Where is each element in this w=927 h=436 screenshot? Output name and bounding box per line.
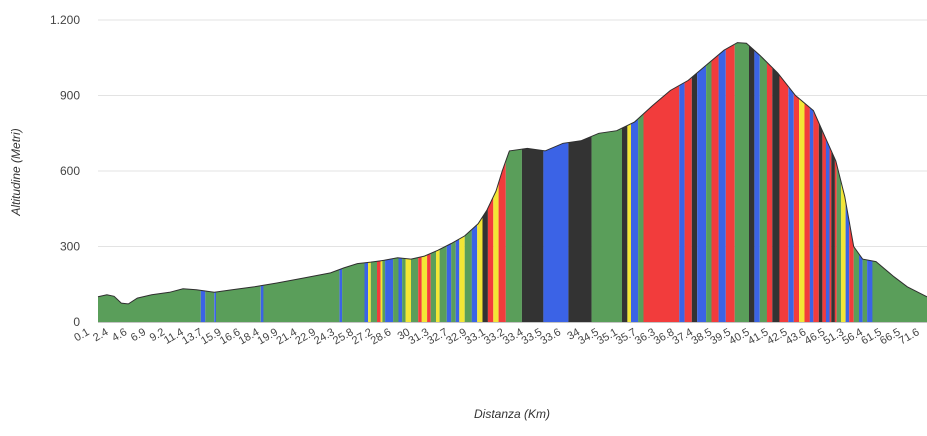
- area-segment: [804, 42, 810, 322]
- x-tick-label: 30: [396, 326, 413, 343]
- area-segment: [697, 42, 707, 322]
- area-segment: [521, 42, 544, 322]
- y-tick-label: 1.200: [50, 13, 80, 27]
- y-tick-label: 300: [60, 240, 80, 254]
- area-segment: [591, 42, 622, 322]
- area-segment: [638, 42, 644, 322]
- area-segment: [749, 42, 755, 322]
- area-segment: [706, 42, 712, 322]
- area-segment: [543, 42, 569, 322]
- x-axis-ticks: 0.1 2.4 4.6 6.9 9.211.413.715.916.618.419.92…: [72, 326, 921, 347]
- x-tick-label: 33.6: [539, 326, 564, 347]
- area-segment: [679, 42, 685, 322]
- area-segment: [711, 42, 719, 322]
- area-segment: [822, 42, 826, 322]
- area-segment: [643, 42, 680, 322]
- area-segment: [813, 42, 819, 322]
- area-segment: [831, 42, 835, 322]
- area-segment: [788, 42, 794, 322]
- profile-outline: [97, 42, 927, 305]
- area-segment: [779, 42, 789, 322]
- x-tick-label: 34: [565, 326, 582, 343]
- area-segment: [718, 42, 726, 322]
- area-segment: [829, 42, 832, 322]
- x-axis-title: Distanza (Km): [474, 407, 550, 421]
- y-tick-label: 900: [60, 89, 80, 103]
- area-segment: [734, 42, 749, 322]
- area-segment: [725, 42, 735, 322]
- x-tick-label: 28.6: [369, 326, 394, 347]
- area-segment: [793, 42, 800, 322]
- area-segment: [627, 42, 631, 322]
- area-segment: [622, 42, 628, 322]
- area-segment: [799, 42, 805, 322]
- x-tick-label: 4.6: [110, 326, 129, 344]
- y-axis-ticks: 0 300 600 900 1.200: [50, 13, 80, 329]
- area-segment: [568, 42, 592, 322]
- area-segment: [684, 42, 692, 322]
- area-segment: [759, 42, 767, 322]
- y-tick-label: 0: [73, 315, 80, 329]
- x-tick-label: 71.6: [897, 326, 922, 347]
- area-segment: [505, 42, 522, 322]
- area-segment: [691, 42, 698, 322]
- area-segment: [754, 42, 760, 322]
- area-segment: [825, 42, 830, 322]
- area-segment: [631, 42, 639, 322]
- area-segment: [766, 42, 773, 322]
- area-segment: [834, 42, 837, 322]
- area-segment: [818, 42, 823, 322]
- x-tick-label: 6.9: [129, 326, 148, 344]
- area-segment: [772, 42, 780, 322]
- y-tick-label: 600: [60, 164, 80, 178]
- x-tick-label: 2.4: [91, 326, 110, 344]
- y-axis-title: Altitudine (Metri): [9, 128, 23, 216]
- area-segment: [498, 42, 506, 322]
- area-segment: [836, 42, 842, 322]
- area-segment: [809, 42, 814, 322]
